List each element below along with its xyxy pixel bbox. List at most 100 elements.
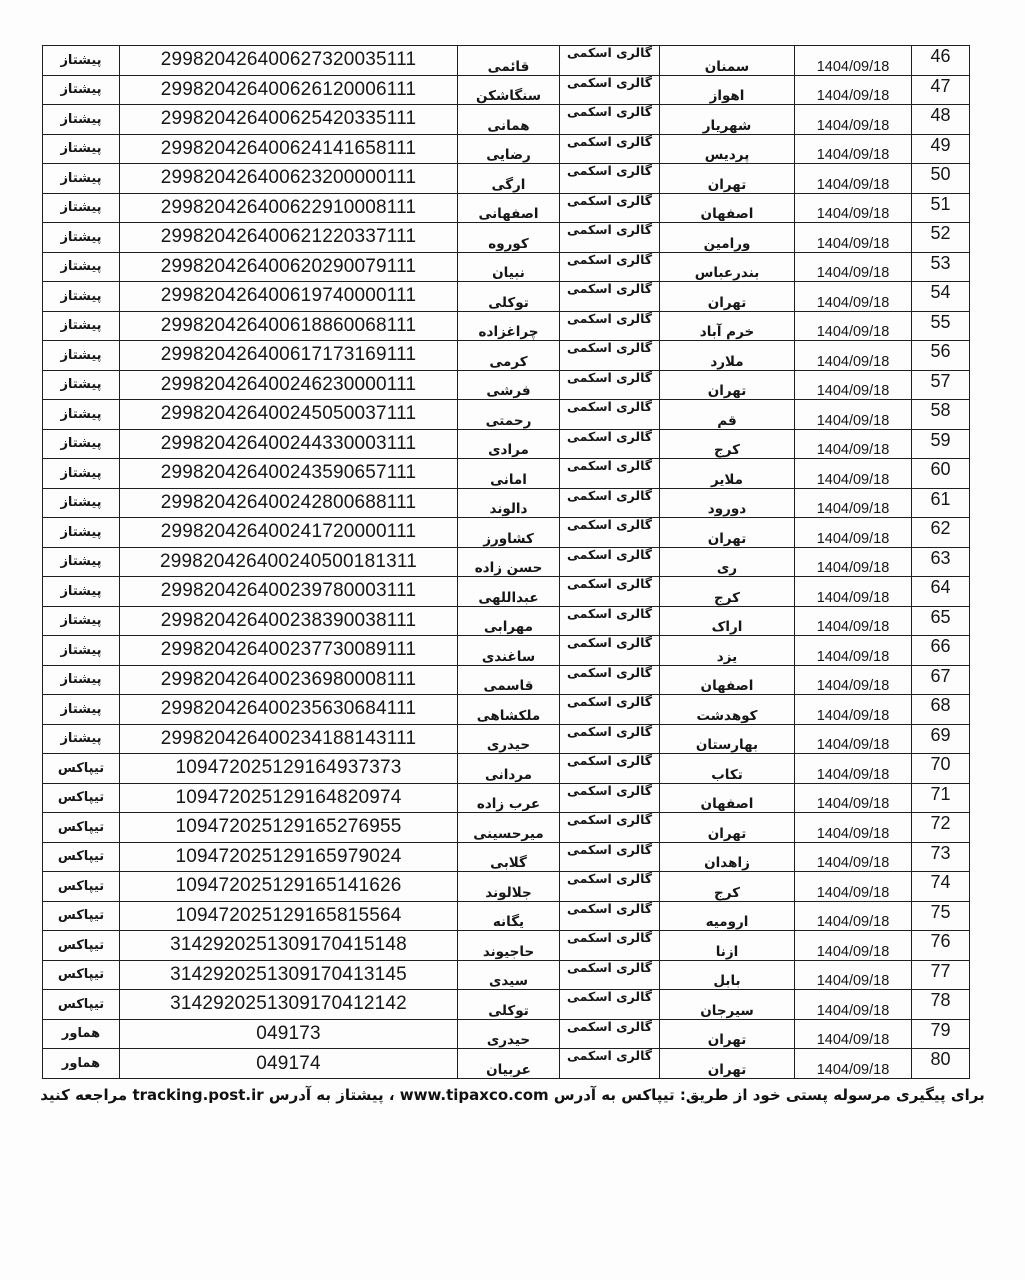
table-row: 65 1404/09/18 اراک گالری اسکمی مهرابی 29… <box>42 605 970 636</box>
date-cell: 1404/09/18 <box>794 1048 912 1079</box>
table-row: 68 1404/09/18 کوهدشت گالری اسکمی ملکشاهی… <box>42 694 970 725</box>
sender-cell: گالری اسکمی <box>559 399 660 430</box>
table-row: 67 1404/09/18 اصفهان گالری اسکمی قاسمی 2… <box>42 664 970 695</box>
sender-cell: گالری اسکمی <box>559 192 660 223</box>
table-row: 70 1404/09/18 تکاب گالری اسکمی مردانی 10… <box>42 753 970 784</box>
sender-cell: گالری اسکمی <box>559 782 660 813</box>
tracking-code-cell: 299820426400240500181311 <box>119 546 458 577</box>
date-cell: 1404/09/18 <box>794 369 912 400</box>
service-type-cell: تیپاکس <box>42 871 120 902</box>
row-number: 77 <box>911 959 970 990</box>
sender-cell: گالری اسکمی <box>559 605 660 636</box>
date-cell: 1404/09/18 <box>794 782 912 813</box>
tracking-code-cell: 299820426400620290079111 <box>119 251 458 282</box>
recipient-cell: حیدری <box>457 1018 560 1049</box>
row-number: 53 <box>911 251 970 282</box>
service-type-cell: پیشتاز <box>42 576 120 607</box>
service-type-cell: پیشتاز <box>42 340 120 371</box>
service-type-cell: پیشتاز <box>42 635 120 666</box>
table-row: 59 1404/09/18 کرج گالری اسکمی مرادی 2998… <box>42 428 970 459</box>
table-row: 78 1404/09/18 سیرجان گالری اسکمی توکلی 3… <box>42 989 970 1020</box>
table-row: 56 1404/09/18 ملارد گالری اسکمی کرمی 299… <box>42 340 970 371</box>
recipient-cell: سنگاشکن <box>457 74 560 105</box>
service-type-cell: پیشتاز <box>42 45 120 76</box>
service-type-cell: پیشتاز <box>42 104 120 135</box>
recipient-cell: ساغندی <box>457 635 560 666</box>
table-row: 63 1404/09/18 ری گالری اسکمی حسن زاده 29… <box>42 546 970 577</box>
date-cell: 1404/09/18 <box>794 74 912 105</box>
service-type-cell: پیشتاز <box>42 133 120 164</box>
tracking-code-cell: 109472025129164820974 <box>119 782 458 813</box>
service-type-cell: تیپاکس <box>42 959 120 990</box>
service-type-cell: پیشتاز <box>42 251 120 282</box>
recipient-cell: رضایی <box>457 133 560 164</box>
recipient-cell: ارگی <box>457 163 560 194</box>
date-cell: 1404/09/18 <box>794 841 912 872</box>
city-cell: اراک <box>659 605 795 636</box>
date-cell: 1404/09/18 <box>794 664 912 695</box>
row-number: 70 <box>911 753 970 784</box>
date-cell: 1404/09/18 <box>794 989 912 1020</box>
sender-cell: گالری اسکمی <box>559 989 660 1020</box>
sender-cell: گالری اسکمی <box>559 487 660 518</box>
tracking-code-cell: 109472025129165141626 <box>119 871 458 902</box>
city-cell: یزد <box>659 635 795 666</box>
row-number: 80 <box>911 1048 970 1079</box>
table-row: 46 1404/09/18 سمنان گالری اسکمی قائمی 29… <box>42 45 970 76</box>
tracking-code-cell: 109472025129165815564 <box>119 900 458 931</box>
date-cell: 1404/09/18 <box>794 723 912 754</box>
recipient-cell: عبداللهی <box>457 576 560 607</box>
table-row: 79 1404/09/18 تهران گالری اسکمی حیدری 04… <box>42 1018 970 1049</box>
table-row: 48 1404/09/18 شهریار گالری اسکمی همانی 2… <box>42 104 970 135</box>
table-row: 58 1404/09/18 قم گالری اسکمی رحمتی 29982… <box>42 399 970 430</box>
recipient-cell: ملکشاهی <box>457 694 560 725</box>
table-row: 52 1404/09/18 ورامین گالری اسکمی کوروه 2… <box>42 222 970 253</box>
date-cell: 1404/09/18 <box>794 871 912 902</box>
tracking-code-cell: 299820426400627320035111 <box>119 45 458 76</box>
service-type-cell: تیپاکس <box>42 841 120 872</box>
service-type-cell: پیشتاز <box>42 605 120 636</box>
row-number: 48 <box>911 104 970 135</box>
date-cell: 1404/09/18 <box>794 517 912 548</box>
sender-cell: گالری اسکمی <box>559 1018 660 1049</box>
city-cell: تهران <box>659 1018 795 1049</box>
table-body: 46 1404/09/18 سمنان گالری اسکمی قائمی 29… <box>42 45 970 1079</box>
recipient-cell: کشاورز <box>457 517 560 548</box>
city-cell: خرم آباد <box>659 310 795 341</box>
recipient-cell: یگانه <box>457 900 560 931</box>
sender-cell: گالری اسکمی <box>559 281 660 312</box>
sender-cell: گالری اسکمی <box>559 458 660 489</box>
table-row: 51 1404/09/18 اصفهان گالری اسکمی اصفهانی… <box>42 192 970 223</box>
service-type-cell: پیشتاز <box>42 369 120 400</box>
row-number: 56 <box>911 340 970 371</box>
row-number: 58 <box>911 399 970 430</box>
city-cell: شهریار <box>659 104 795 135</box>
date-cell: 1404/09/18 <box>794 163 912 194</box>
table-row: 80 1404/09/18 تهران گالری اسکمی عربیان 0… <box>42 1048 970 1079</box>
recipient-cell: نبیان <box>457 251 560 282</box>
recipient-cell: فرشی <box>457 369 560 400</box>
tracking-code-cell: 299820426400236980008111 <box>119 664 458 695</box>
city-cell: زاهدان <box>659 841 795 872</box>
city-cell: اصفهان <box>659 192 795 223</box>
table-row: 60 1404/09/18 ملایر گالری اسکمی امانی 29… <box>42 458 970 489</box>
sender-cell: گالری اسکمی <box>559 723 660 754</box>
sender-cell: گالری اسکمی <box>559 428 660 459</box>
date-cell: 1404/09/18 <box>794 959 912 990</box>
sender-cell: گالری اسکمی <box>559 812 660 843</box>
table-row: 66 1404/09/18 یزد گالری اسکمی ساغندی 299… <box>42 635 970 666</box>
date-cell: 1404/09/18 <box>794 251 912 282</box>
tracking-code-cell: 299820426400626120006111 <box>119 74 458 105</box>
tracking-code-cell: 299820426400244330003111 <box>119 428 458 459</box>
city-cell: بابل <box>659 959 795 990</box>
service-type-cell: تیپاکس <box>42 900 120 931</box>
row-number: 65 <box>911 605 970 636</box>
tracking-code-cell: 299820426400237730089111 <box>119 635 458 666</box>
sender-cell: گالری اسکمی <box>559 871 660 902</box>
table-row: 54 1404/09/18 تهران گالری اسکمی توکلی 29… <box>42 281 970 312</box>
row-number: 62 <box>911 517 970 548</box>
service-type-cell: هماور <box>42 1018 120 1049</box>
row-number: 73 <box>911 841 970 872</box>
row-number: 54 <box>911 281 970 312</box>
